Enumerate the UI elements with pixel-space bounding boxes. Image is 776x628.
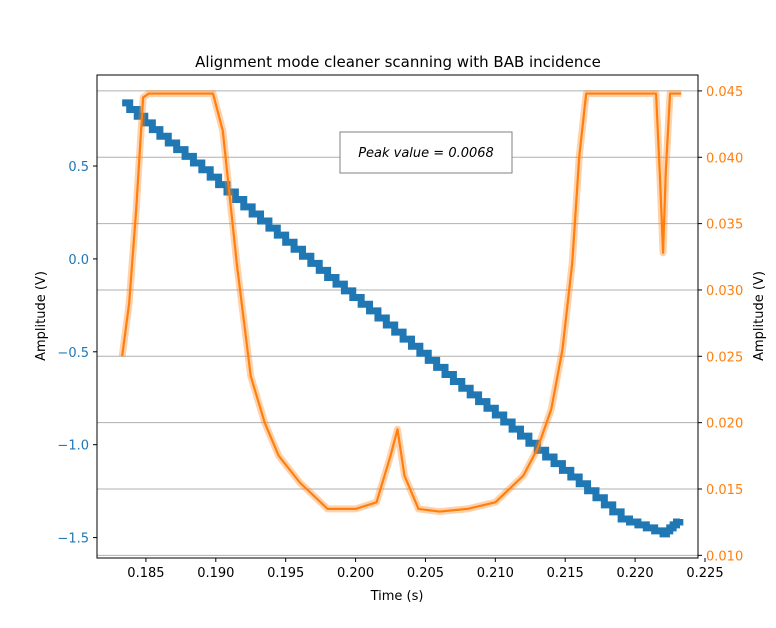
right-series-line: [121, 92, 682, 513]
plot-frame: [96, 74, 699, 559]
x-tick-label-2: 0.195: [267, 566, 304, 581]
chart-title: Alignment mode cleaner scanning with BAB…: [195, 53, 601, 71]
x-axis-ticks: 0.185 0.190 0.195 0.200 0.205 0.210 0.215 0.220…: [127, 558, 724, 581]
right-tick-label-5: 0.020: [706, 417, 743, 432]
right-series-group: [118, 90, 682, 516]
right-tick-label-0: 0.045: [706, 85, 743, 100]
x-tick-label-4: 0.205: [407, 566, 444, 581]
x-tick-label-1: 0.190: [197, 566, 234, 581]
annotation-frame: [339, 131, 513, 174]
right-tick-label-6: 0.015: [706, 483, 743, 498]
left-series-group: [122, 99, 684, 538]
right-tick-label-3: 0.030: [706, 284, 743, 299]
left-tick-label-2: −0.5: [57, 346, 89, 361]
right-axis-ticks: 0.045 0.040 0.035 0.030 0.025 0.020 0.015 0.010: [698, 85, 743, 564]
left-tick-label-1: 0.0: [68, 253, 89, 268]
right-axis-label: Amplitude (V): [752, 271, 767, 361]
right-tick-label-1: 0.040: [706, 151, 743, 166]
x-tick-label-5: 0.210: [477, 566, 514, 581]
x-axis-label: Time (s): [370, 589, 424, 604]
annotation-text: Peak value = 0.0068: [358, 146, 494, 161]
right-tick-label-7: 0.010: [706, 549, 743, 564]
annotation-box: Peak value = 0.0068: [339, 131, 513, 174]
right-tick-label-2: 0.035: [706, 218, 743, 233]
x-tick-label-8: 0.225: [686, 566, 723, 581]
right-tick-label-4: 0.025: [706, 350, 743, 365]
x-tick-label-3: 0.200: [337, 566, 374, 581]
left-axis-label: Amplitude (V): [34, 271, 49, 361]
left-axis-ticks: 0.5 0.0 −0.5 −1.0 −1.5: [57, 160, 97, 547]
left-tick-label-3: −1.0: [57, 439, 89, 454]
x-tick-label-7: 0.220: [616, 566, 653, 581]
left-series-line: [122, 99, 684, 538]
x-tick-label-0: 0.185: [127, 566, 164, 581]
left-tick-label-4: −1.5: [57, 532, 89, 547]
x-tick-label-6: 0.215: [547, 566, 584, 581]
left-tick-label-0: 0.5: [68, 160, 89, 175]
